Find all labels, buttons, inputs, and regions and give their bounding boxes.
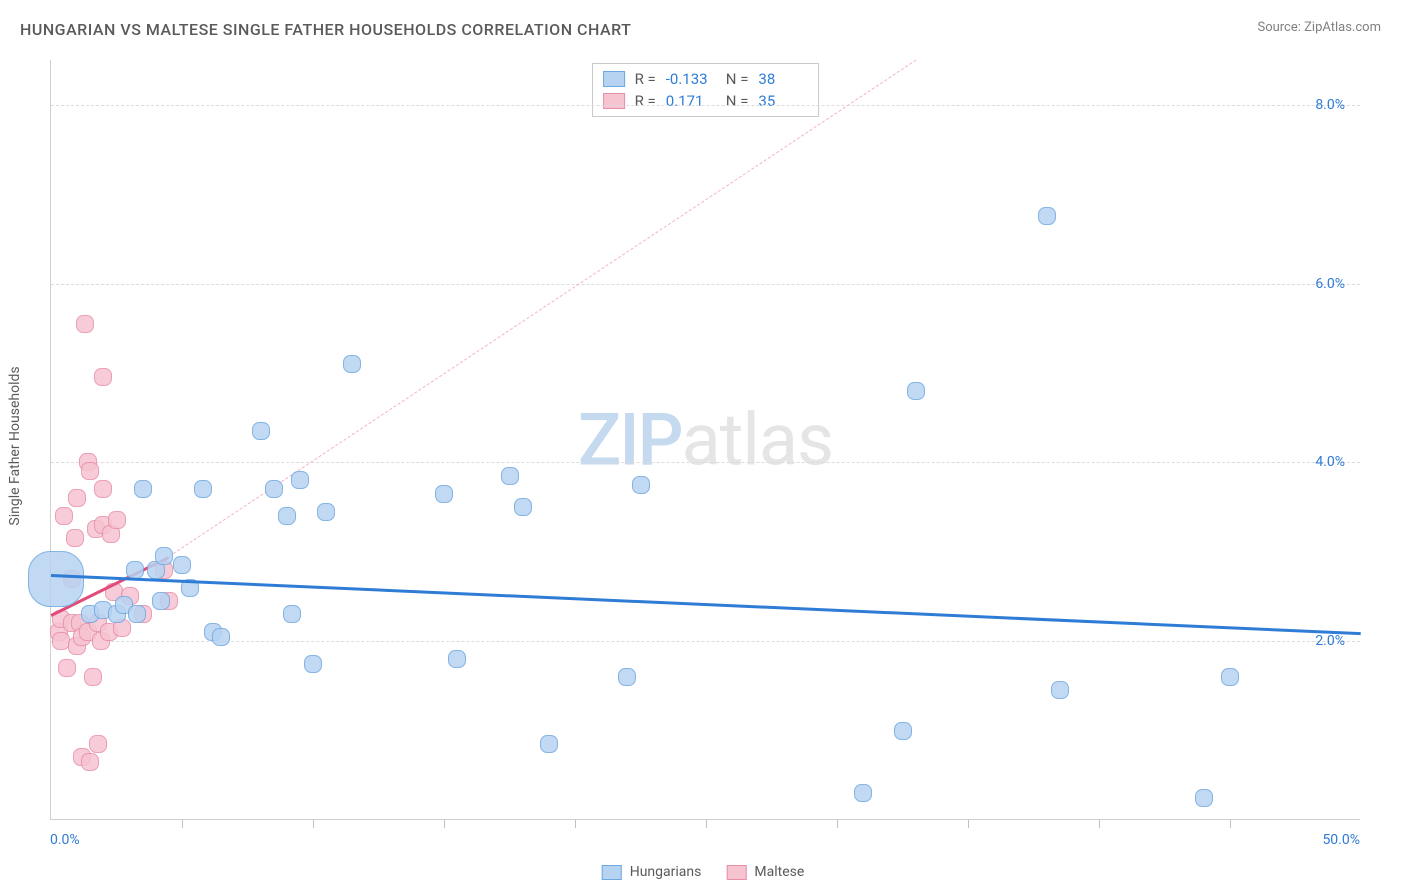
gridline (51, 641, 1360, 642)
y-tick-label: 6.0% (1315, 276, 1345, 292)
stats-row: R = 0.171 N = 35 (603, 90, 809, 112)
scatter-point (252, 422, 270, 440)
scatter-point (212, 628, 230, 646)
stats-r-value: 0.171 (666, 92, 716, 110)
legend-label: Maltese (754, 864, 804, 880)
scatter-point (540, 735, 558, 753)
scatter-point (58, 659, 76, 677)
series-legend: Hungarians Maltese (602, 864, 805, 880)
legend-item: Hungarians (602, 864, 702, 880)
scatter-point (448, 650, 466, 668)
legend-swatch (602, 865, 622, 880)
x-tick-label: 0.0% (50, 832, 80, 848)
legend-label: Hungarians (630, 864, 702, 880)
scatter-point (1221, 668, 1239, 686)
stats-n-value: 38 (758, 70, 808, 88)
gridline (51, 105, 1360, 106)
scatter-point (632, 476, 650, 494)
scatter-point (278, 507, 296, 525)
legend-item: Maltese (726, 864, 804, 880)
gridline (51, 462, 1360, 463)
x-tick (182, 820, 183, 828)
scatter-point (173, 556, 191, 574)
scatter-point (1051, 681, 1069, 699)
legend-swatch (726, 865, 746, 880)
trend-line (51, 574, 1361, 635)
scatter-point (84, 668, 102, 686)
stats-r-label: R = (635, 92, 656, 110)
y-axis-label: Single Father Households (7, 366, 23, 525)
scatter-point (128, 605, 146, 623)
scatter-point (108, 511, 126, 529)
stats-r-label: R = (635, 70, 656, 88)
y-tick-label: 8.0% (1315, 97, 1345, 113)
scatter-point (265, 480, 283, 498)
scatter-point (134, 480, 152, 498)
x-tick (444, 820, 445, 828)
scatter-point (194, 480, 212, 498)
scatter-point (1195, 789, 1213, 807)
stats-n-value: 35 (758, 92, 808, 110)
scatter-point (66, 529, 84, 547)
watermark-zip: ZIP (578, 397, 682, 482)
scatter-point (501, 467, 519, 485)
stats-row: R = -0.133 N = 38 (603, 68, 809, 90)
scatter-point (76, 315, 94, 333)
scatter-point (1038, 207, 1056, 225)
x-tick (968, 820, 969, 828)
scatter-point (89, 735, 107, 753)
scatter-point (304, 655, 322, 673)
scatter-point (343, 355, 361, 373)
chart-container: HUNGARIAN VS MALTESE SINGLE FATHER HOUSE… (0, 0, 1406, 892)
scatter-point (907, 382, 925, 400)
x-tick (1099, 820, 1100, 828)
chart-title: HUNGARIAN VS MALTESE SINGLE FATHER HOUSE… (20, 20, 631, 39)
scatter-point (317, 503, 335, 521)
scatter-point (894, 722, 912, 740)
plot-area: ZIPatlas R = -0.133 N = 38 R = 0.171 N = 35 2.0… (50, 60, 1360, 820)
scatter-point (28, 551, 84, 607)
scatter-point (55, 507, 73, 525)
stats-r-value: -0.133 (666, 70, 716, 88)
x-tick (1230, 820, 1231, 828)
y-tick-label: 2.0% (1315, 633, 1345, 649)
x-tick (706, 820, 707, 828)
scatter-point (854, 784, 872, 802)
watermark-atlas: atlas (682, 397, 834, 482)
scatter-point (283, 605, 301, 623)
x-tick (313, 820, 314, 828)
x-tick-label: 50.0% (1322, 832, 1360, 848)
stats-swatch (603, 71, 625, 87)
scatter-point (155, 547, 173, 565)
stats-swatch (603, 93, 625, 109)
stats-n-label: N = (726, 92, 749, 110)
watermark: ZIPatlas (578, 397, 833, 482)
gridline (51, 284, 1360, 285)
y-tick-label: 4.0% (1315, 454, 1345, 470)
scatter-point (94, 368, 112, 386)
scatter-point (514, 498, 532, 516)
scatter-point (68, 489, 86, 507)
scatter-point (94, 480, 112, 498)
correlation-stats-box: R = -0.133 N = 38 R = 0.171 N = 35 (592, 63, 820, 117)
x-tick (575, 820, 576, 828)
scatter-point (81, 753, 99, 771)
scatter-point (81, 462, 99, 480)
scatter-point (618, 668, 636, 686)
x-tick (837, 820, 838, 828)
scatter-point (435, 485, 453, 503)
stats-n-label: N = (726, 70, 749, 88)
scatter-point (126, 561, 144, 579)
scatter-point (291, 471, 309, 489)
source-attribution: Source: ZipAtlas.com (1257, 20, 1381, 35)
scatter-point (152, 592, 170, 610)
